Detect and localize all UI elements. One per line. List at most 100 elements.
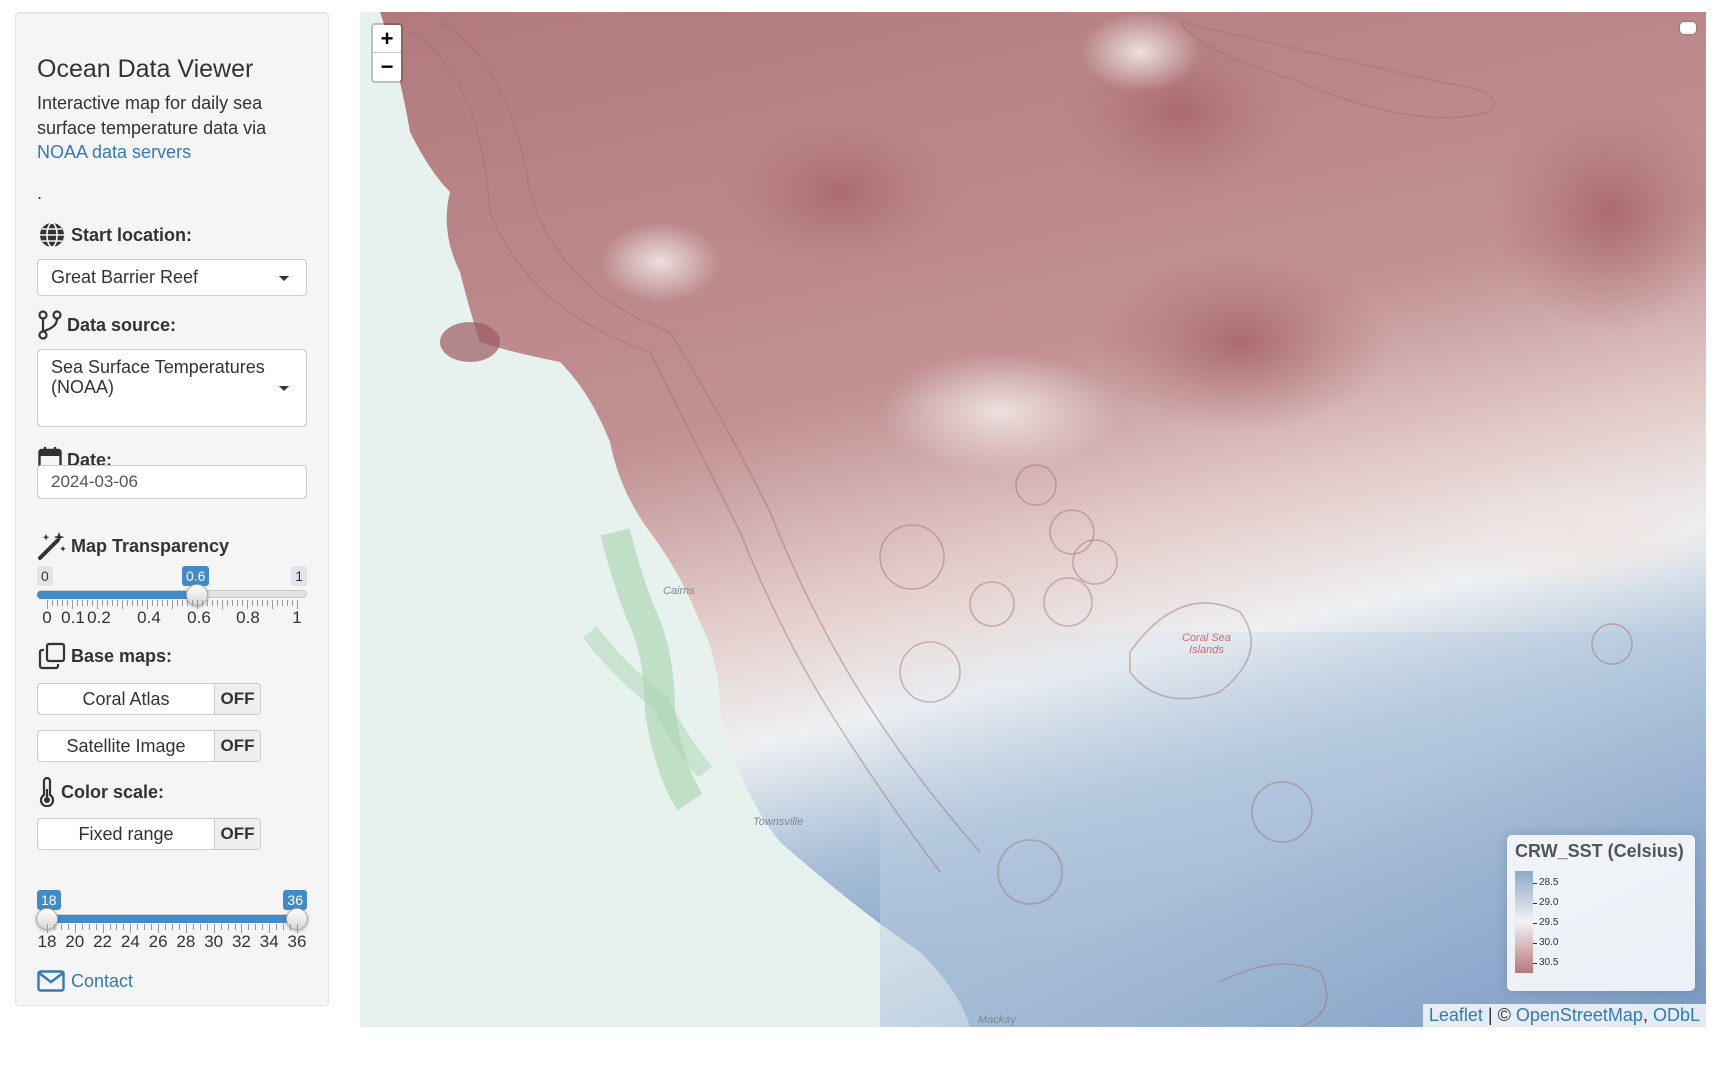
- chevron-down-icon: [279, 386, 289, 391]
- range-tick: [234, 924, 236, 930]
- data-source-select[interactable]: Sea Surface Temperatures (NOAA): [37, 349, 307, 427]
- range-tick-label: 28: [176, 932, 196, 951]
- range-tick-label: 20: [65, 932, 85, 951]
- slider-tick: [297, 600, 298, 609]
- envelope-icon: [37, 970, 65, 992]
- slider-tick: [247, 600, 248, 609]
- start-location-select[interactable]: Great Barrier Reef: [37, 259, 307, 296]
- data-source-label: Data source:: [67, 314, 177, 335]
- range-tick: [178, 924, 180, 930]
- slider-max-badge: 1: [291, 566, 307, 586]
- sst-map-layer[interactable]: [360, 12, 1706, 1027]
- tick-label: 0.1: [61, 608, 85, 627]
- legend-tick: [1533, 923, 1537, 924]
- slider-tick: [227, 600, 228, 606]
- coral-atlas-state: OFF: [215, 684, 260, 714]
- slider-tick: [132, 600, 133, 606]
- legend-title: CRW_SST (Celsius): [1515, 841, 1684, 861]
- tick-label: 0.8: [236, 608, 260, 627]
- slider-ticks: [37, 600, 307, 610]
- date-label-row: Date:: [37, 445, 112, 475]
- slider-tick: [212, 600, 213, 606]
- slider-tick: [147, 600, 148, 609]
- slider-value-badge: 0.6: [182, 566, 210, 586]
- slider-tick: [47, 600, 48, 609]
- slider-tick: [127, 600, 128, 606]
- range-tick: [241, 924, 243, 933]
- slider-tick: [287, 600, 288, 606]
- place-label-mackay: Mackay: [978, 1014, 1016, 1026]
- slider-tick: [232, 600, 233, 606]
- range-tick: [53, 924, 55, 930]
- range-tick: [206, 924, 208, 930]
- slider-tick: [292, 600, 293, 606]
- range-tick: [255, 924, 257, 930]
- slider-tick: [282, 600, 283, 606]
- place-label-townsville: Townsville: [753, 816, 804, 828]
- range-tick: [137, 924, 139, 930]
- slider-tick: [272, 600, 273, 609]
- zoom-in-button[interactable]: +: [373, 25, 401, 53]
- range-tick: [276, 924, 278, 930]
- tick-label: 1: [292, 608, 302, 627]
- transparency-label: Map Transparency: [71, 535, 230, 556]
- zoom-out-button[interactable]: −: [380, 54, 394, 79]
- legend-color-bar: [1515, 871, 1533, 973]
- slider-tick: [197, 600, 198, 609]
- color-range-slider[interactable]: 18 36 18 20 22 24 26 28 30 32 34 36: [36, 890, 308, 951]
- slider-tick: [172, 600, 173, 609]
- slider-tick: [57, 600, 58, 606]
- range-tick-label: 18: [37, 932, 57, 951]
- range-tick-label: 30: [204, 932, 224, 951]
- zoom-control: + −: [371, 23, 403, 83]
- range-tick: [213, 924, 215, 933]
- data-source-value: Sea Surface Temperatures (NOAA): [51, 357, 265, 397]
- layers-control-button[interactable]: [1680, 22, 1696, 34]
- odbl-link[interactable]: ODbL: [1652, 1005, 1700, 1025]
- transparency-label-row: Map Transparency: [37, 531, 229, 561]
- satellite-image-state: OFF: [215, 731, 260, 761]
- noaa-link[interactable]: NOAA data servers: [37, 142, 192, 162]
- slider-tick: [267, 600, 268, 606]
- fixed-range-toggle[interactable]: Fixed range OFF: [37, 818, 261, 850]
- tick-label: 0.2: [87, 608, 111, 627]
- date-input[interactable]: [37, 465, 307, 499]
- range-tick: [144, 924, 146, 930]
- transparency-slider[interactable]: 0 1 0.6 0 0.1 0.2 0.4 0.6 0.8 1: [37, 566, 307, 627]
- coral-atlas-label: Coral Atlas: [38, 684, 215, 714]
- range-tick: [165, 924, 167, 930]
- magic-wand-icon: [37, 531, 67, 561]
- slider-tick: [167, 600, 168, 606]
- legend-label: 30.0: [1539, 937, 1559, 948]
- slider-tick: [237, 600, 238, 606]
- range-tick: [269, 924, 271, 933]
- contact-link[interactable]: Contact: [37, 970, 133, 992]
- legend-tick: [1533, 943, 1537, 944]
- slider-tick: [62, 600, 63, 606]
- slider-tick: [102, 600, 103, 606]
- range-tick: [248, 924, 250, 930]
- osm-link[interactable]: OpenStreetMap: [1515, 1005, 1643, 1025]
- legend-tick: [1533, 883, 1537, 884]
- map-panel[interactable]: Cairns Townsville Mackay Coral Sea Island…: [360, 12, 1706, 1027]
- range-ticks: [37, 924, 307, 934]
- slider-tick: [277, 600, 278, 606]
- start-location-label-row: Start location:: [37, 220, 192, 250]
- sidebar: Ocean Data Viewer Interactive map for da…: [15, 12, 329, 1006]
- tick-label: 0: [42, 608, 52, 627]
- color-scale-label-row: Color scale:: [37, 777, 164, 807]
- range-tick-label: 34: [259, 932, 279, 951]
- layers-copy-icon: [37, 641, 67, 671]
- slider-tick: [262, 600, 263, 606]
- satellite-image-toggle[interactable]: Satellite Image OFF: [37, 730, 261, 762]
- leaflet-link[interactable]: Leaflet: [1428, 1005, 1483, 1025]
- coral-atlas-toggle[interactable]: Coral Atlas OFF: [37, 683, 261, 715]
- range-tick: [81, 924, 83, 930]
- slider-tick: [107, 600, 108, 606]
- slider-tick: [92, 600, 93, 606]
- range-tick: [95, 924, 97, 930]
- start-location-label: Start location:: [71, 224, 193, 245]
- slider-tick: [192, 600, 193, 606]
- place-label-coral-sea: Coral Sea Islands: [1182, 632, 1231, 656]
- tick-label: 0.4: [137, 608, 161, 627]
